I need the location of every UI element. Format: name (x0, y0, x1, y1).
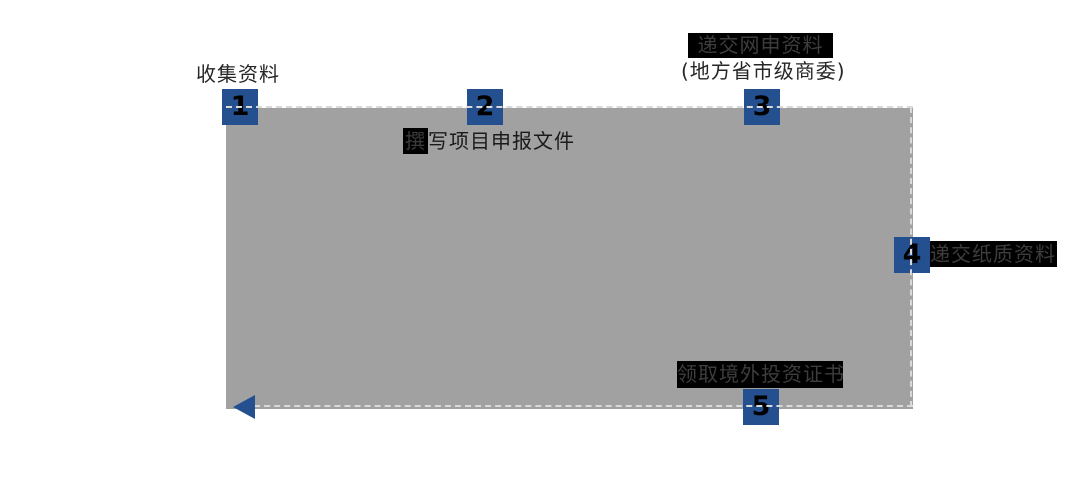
step-4-badge: 4 (894, 237, 930, 273)
step-3-sublabel: (地方省市级商委) (681, 59, 846, 83)
step-5-badge: 5 (743, 389, 779, 425)
step-3-label: 递交网申资料 (688, 33, 833, 58)
step-2-number: 2 (475, 91, 495, 122)
step-2-badge: 2 (467, 89, 503, 125)
step-1-label: 收集资料 (196, 62, 280, 86)
flow-panel (226, 108, 913, 409)
step-4-number: 4 (902, 239, 922, 270)
step-3-badge: 3 (744, 89, 780, 125)
step-3-number: 3 (752, 91, 772, 122)
step-2-label-highlight: 撰 (403, 128, 428, 154)
step-5-label: 领取境外投资证书 (677, 361, 845, 388)
step-1-number: 1 (230, 91, 250, 122)
flow-end-arrow-icon (233, 395, 255, 419)
step-2-label: 撰写项目申报文件 (403, 128, 575, 154)
step-5-number: 5 (751, 391, 771, 422)
step-4-label: 递交纸质资料 (929, 241, 1057, 267)
step-1-badge: 1 (222, 89, 258, 125)
step-2-label-rest: 写项目申报文件 (428, 129, 575, 153)
